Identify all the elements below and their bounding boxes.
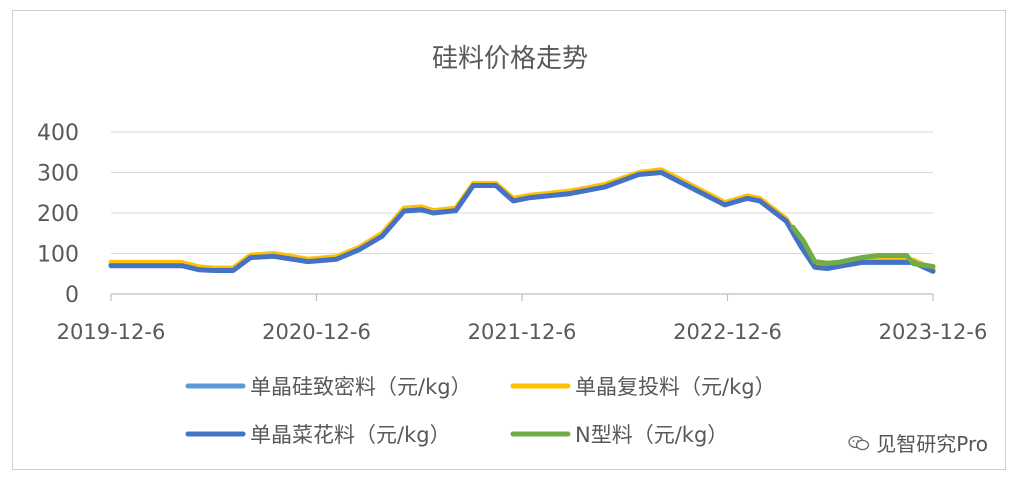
- x-tick-label: 2022-12-6: [673, 320, 782, 344]
- x-axis: 2019-12-6 2020-12-6 2021-12-6 2022-12-6 2023…: [57, 293, 988, 344]
- y-tick-label: 0: [65, 283, 79, 308]
- x-tick-label: 2021-12-6: [468, 320, 577, 344]
- series-line: [790, 224, 936, 269]
- watermark-text: 见智研究Pro: [876, 432, 988, 456]
- x-tick-label: 2020-12-6: [262, 320, 371, 344]
- x-tick-label: 2023-12-6: [879, 320, 988, 344]
- watermark: 见智研究Pro: [848, 428, 988, 457]
- legend: 单晶硅致密料（元/kg） 单晶复投料（元/kg） 单晶菜花料（元/kg） N型料（元/…: [185, 375, 776, 447]
- gridlines: [111, 131, 933, 254]
- series-lines: [108, 167, 936, 274]
- y-tick-label: 200: [37, 202, 79, 227]
- chart-title: 硅料价格走势: [432, 44, 588, 74]
- x-tick-label: 2019-12-6: [57, 320, 166, 344]
- series-line: [108, 170, 936, 274]
- y-tick-label: 300: [37, 162, 79, 187]
- y-tick-label: 400: [37, 121, 79, 146]
- chart-frame: 硅料价格走势 0 100 200 300 400 2019-12-6 2020-12-6 2…: [12, 10, 1006, 470]
- wechat-icon: [848, 435, 870, 450]
- y-tick-labels: 0 100 200 300 400: [37, 121, 79, 308]
- legend-label: 单晶复投料（元/kg）: [575, 375, 776, 399]
- legend-label: 单晶菜花料（元/kg）: [250, 423, 451, 447]
- y-tick-label: 100: [37, 243, 79, 268]
- legend-label: N型料（元/kg）: [575, 423, 728, 447]
- legend-label: 单晶硅致密料（元/kg）: [250, 375, 472, 399]
